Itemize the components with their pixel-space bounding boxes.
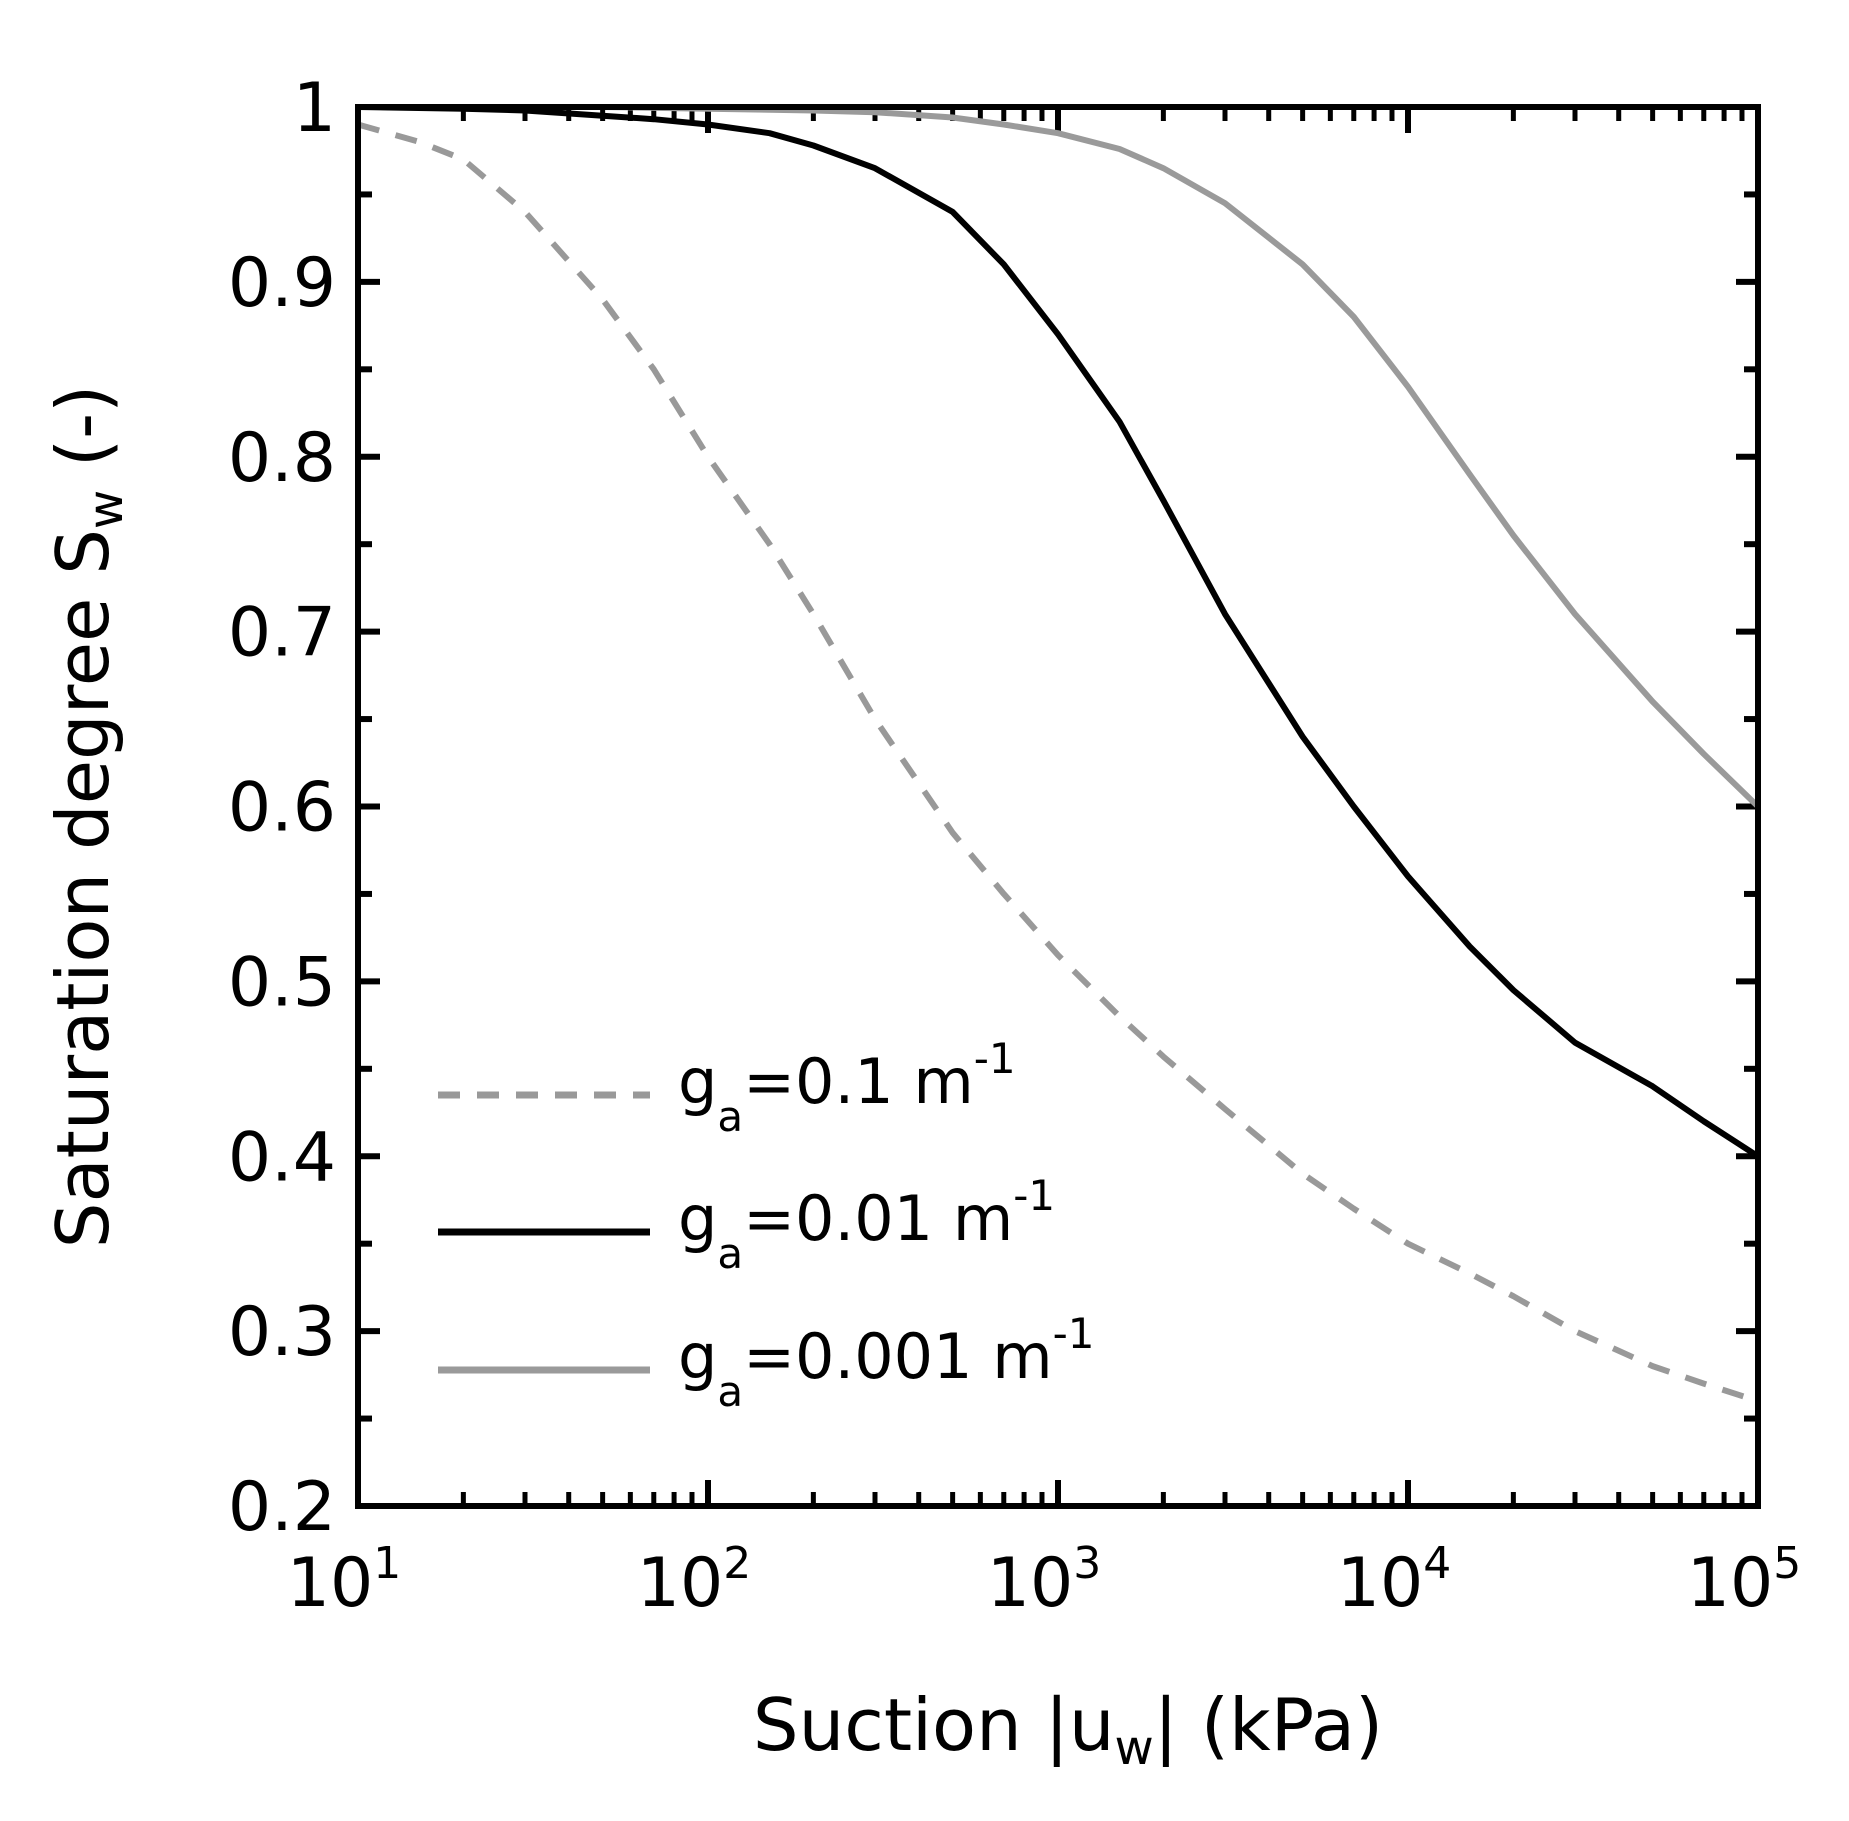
legend: ga=0.1 m-1 ga=0.01 m-1 ga=0.001 m-1 bbox=[438, 1034, 1095, 1416]
y-tick-label: 0.6 bbox=[228, 769, 336, 848]
y-tick-label: 0.8 bbox=[228, 419, 336, 498]
y-tick-label: 0.7 bbox=[228, 594, 336, 673]
y-tick-label: 0.5 bbox=[228, 943, 336, 1022]
chart: 0.2 0.3 0.4 0.5 0.6 0.7 0.8 0.9 1 101 102 103 104 105… bbox=[0, 0, 1849, 1821]
legend-label-1: ga=0.1 m-1 bbox=[678, 1034, 1016, 1141]
y-tick-label: 1 bbox=[293, 69, 336, 148]
series-line-2 bbox=[358, 107, 1758, 1156]
x-tick-label: 104 bbox=[1337, 1538, 1452, 1623]
x-tick-label: 105 bbox=[1687, 1538, 1802, 1623]
y-tick-label: 0.3 bbox=[228, 1293, 336, 1372]
y-tick-label: 0.4 bbox=[228, 1118, 336, 1197]
series-layer bbox=[358, 107, 1758, 1401]
series-line-1 bbox=[358, 125, 1758, 1402]
axis-ticks bbox=[358, 107, 1758, 1506]
legend-label-2: ga=0.01 m-1 bbox=[678, 1171, 1055, 1278]
plot-frame bbox=[358, 107, 1758, 1506]
x-tick-label: 101 bbox=[287, 1538, 402, 1623]
y-axis-title: Saturation degree Sw (-) bbox=[41, 385, 134, 1248]
y-tick-label: 0.2 bbox=[228, 1468, 336, 1547]
series-line-3 bbox=[358, 107, 1758, 807]
x-axis-title: Suction |uw| (kPa) bbox=[753, 1683, 1383, 1776]
legend-label-3: ga=0.001 m-1 bbox=[678, 1309, 1095, 1416]
x-tick-label: 102 bbox=[637, 1538, 752, 1623]
x-tick-label: 103 bbox=[987, 1538, 1102, 1623]
y-tick-label: 0.9 bbox=[228, 244, 336, 323]
